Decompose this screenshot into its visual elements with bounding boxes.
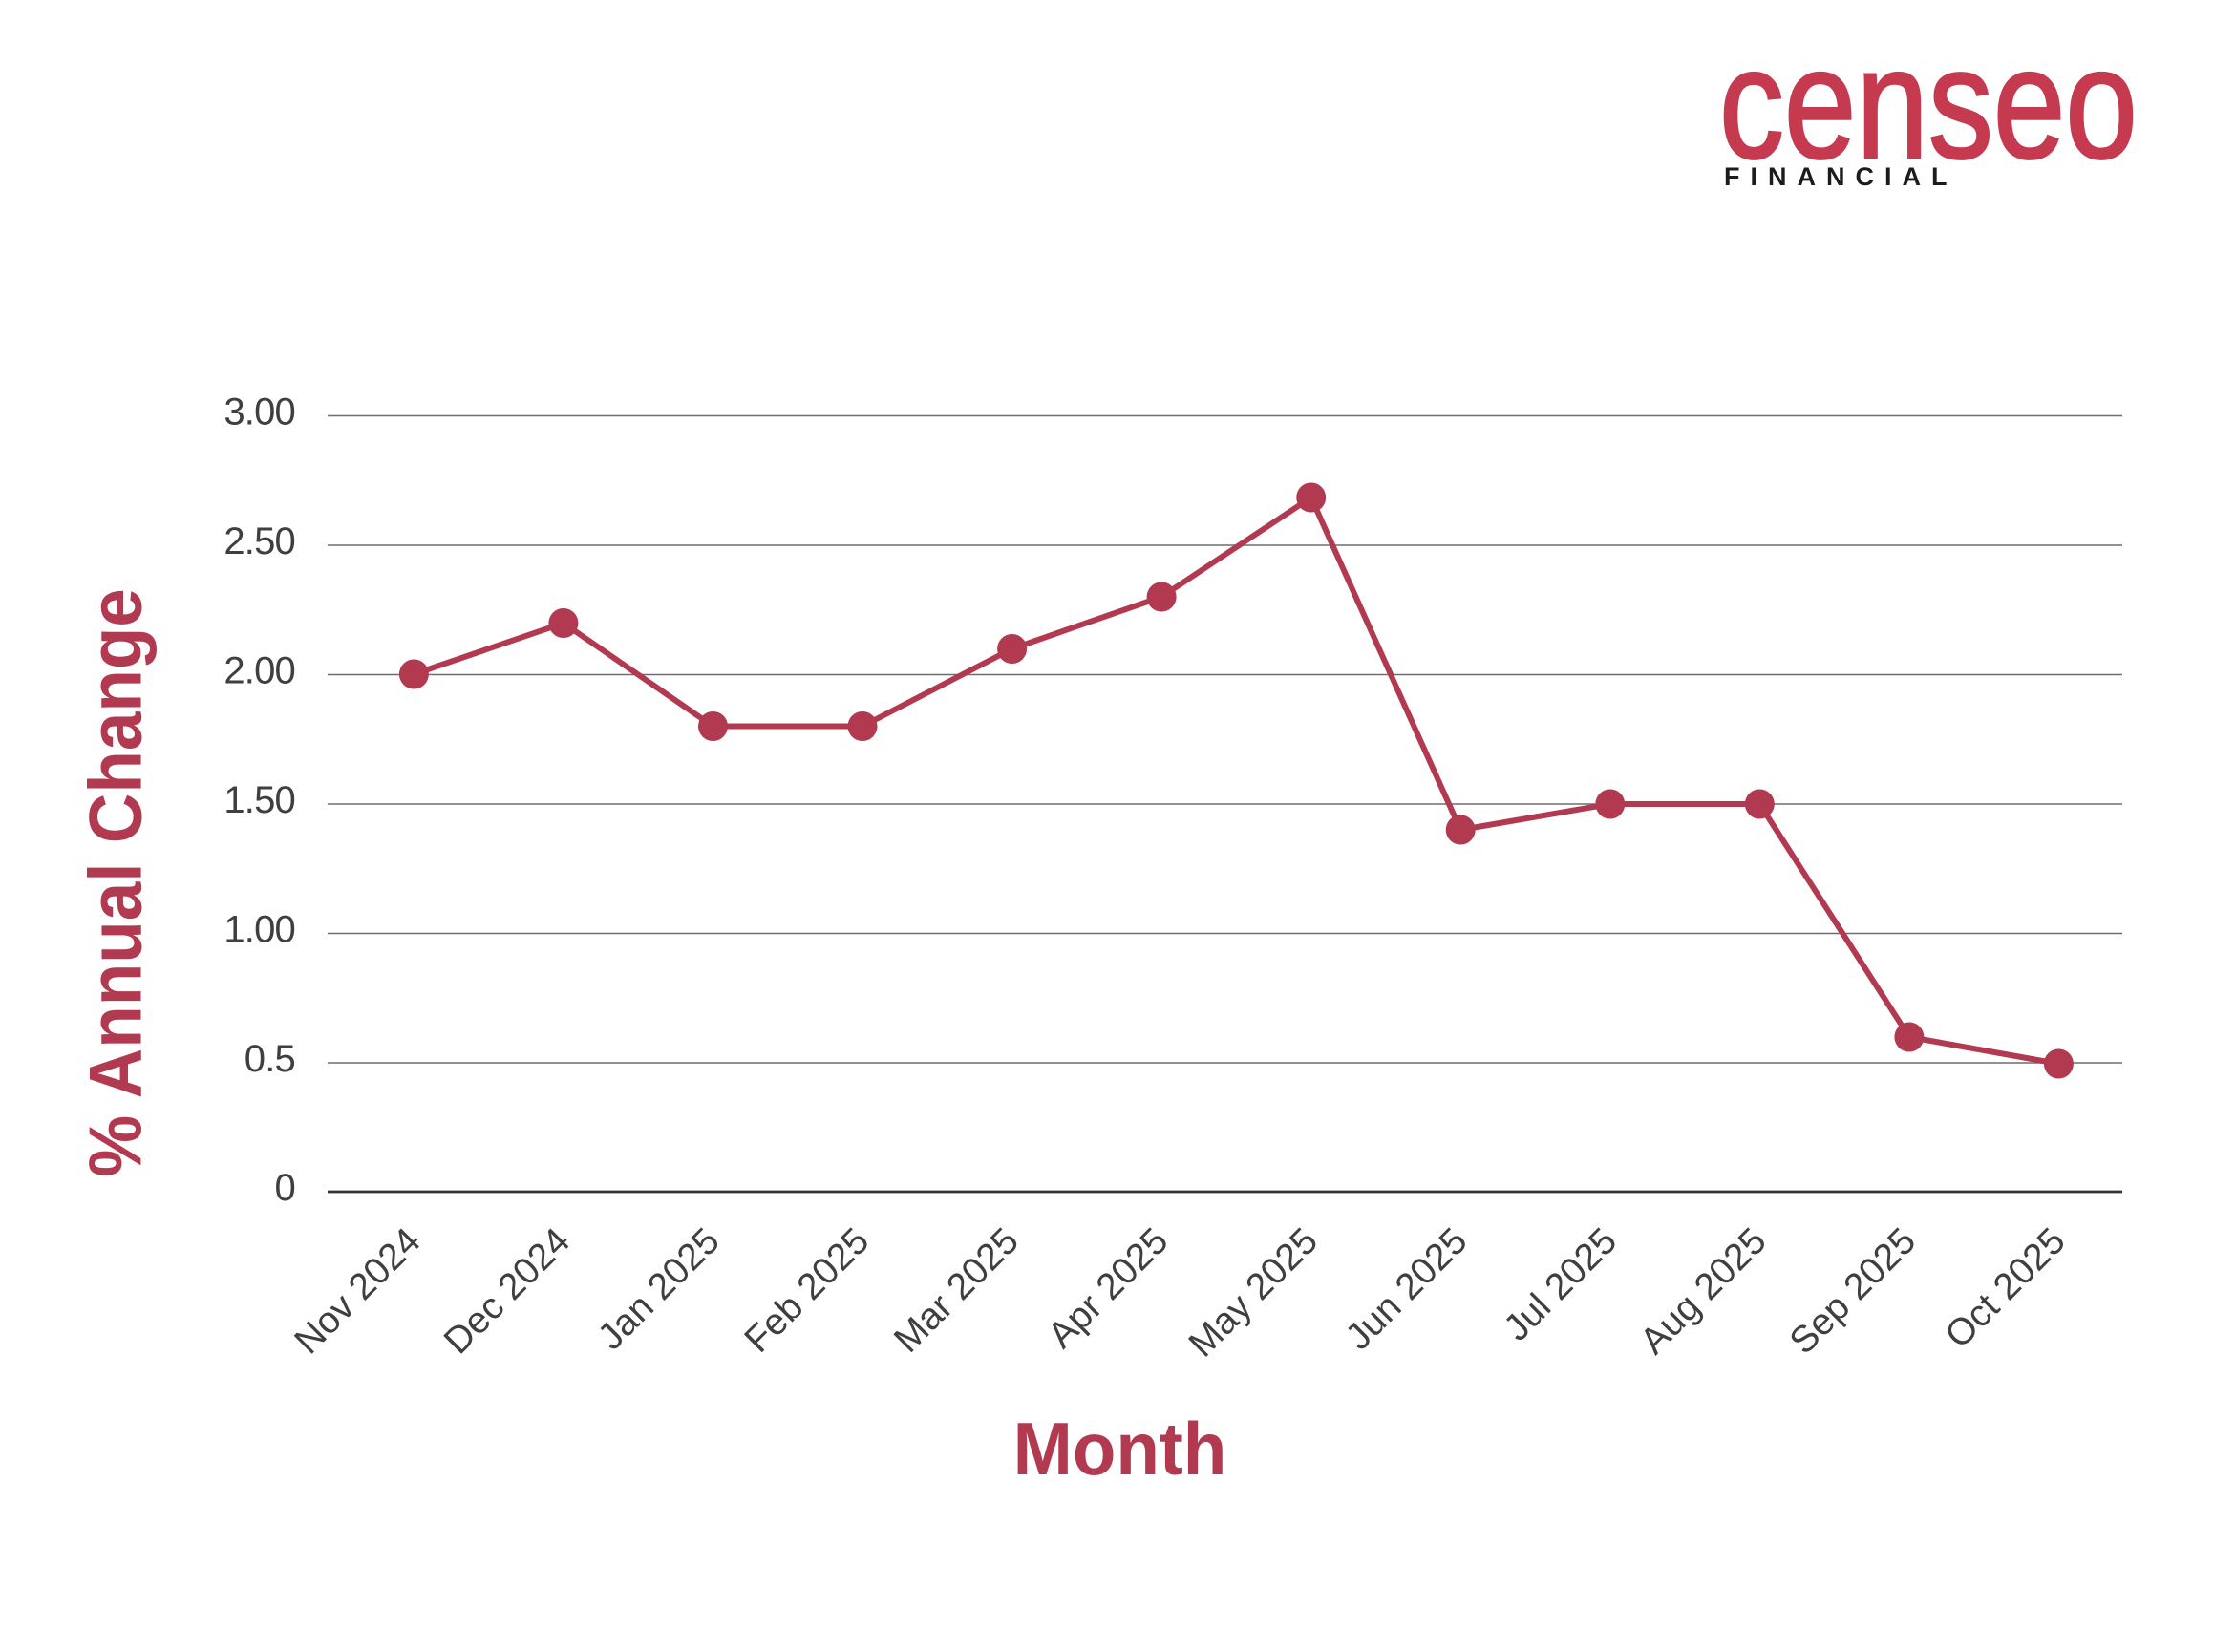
svg-text:censeo: censeo xyxy=(1719,15,2138,192)
svg-text:2.50: 2.50 xyxy=(224,520,295,562)
svg-text:2.00: 2.00 xyxy=(224,650,295,692)
svg-text:0: 0 xyxy=(275,1167,295,1209)
svg-text:% Annual Change: % Annual Change xyxy=(74,588,157,1176)
svg-text:1.50: 1.50 xyxy=(224,779,295,821)
svg-text:0.5: 0.5 xyxy=(245,1038,295,1080)
svg-text:3.00: 3.00 xyxy=(224,392,295,434)
svg-text:FINANCIAL: FINANCIAL xyxy=(1724,162,1957,191)
svg-text:Month: Month xyxy=(1013,1408,1227,1492)
svg-text:1.00: 1.00 xyxy=(224,909,295,951)
